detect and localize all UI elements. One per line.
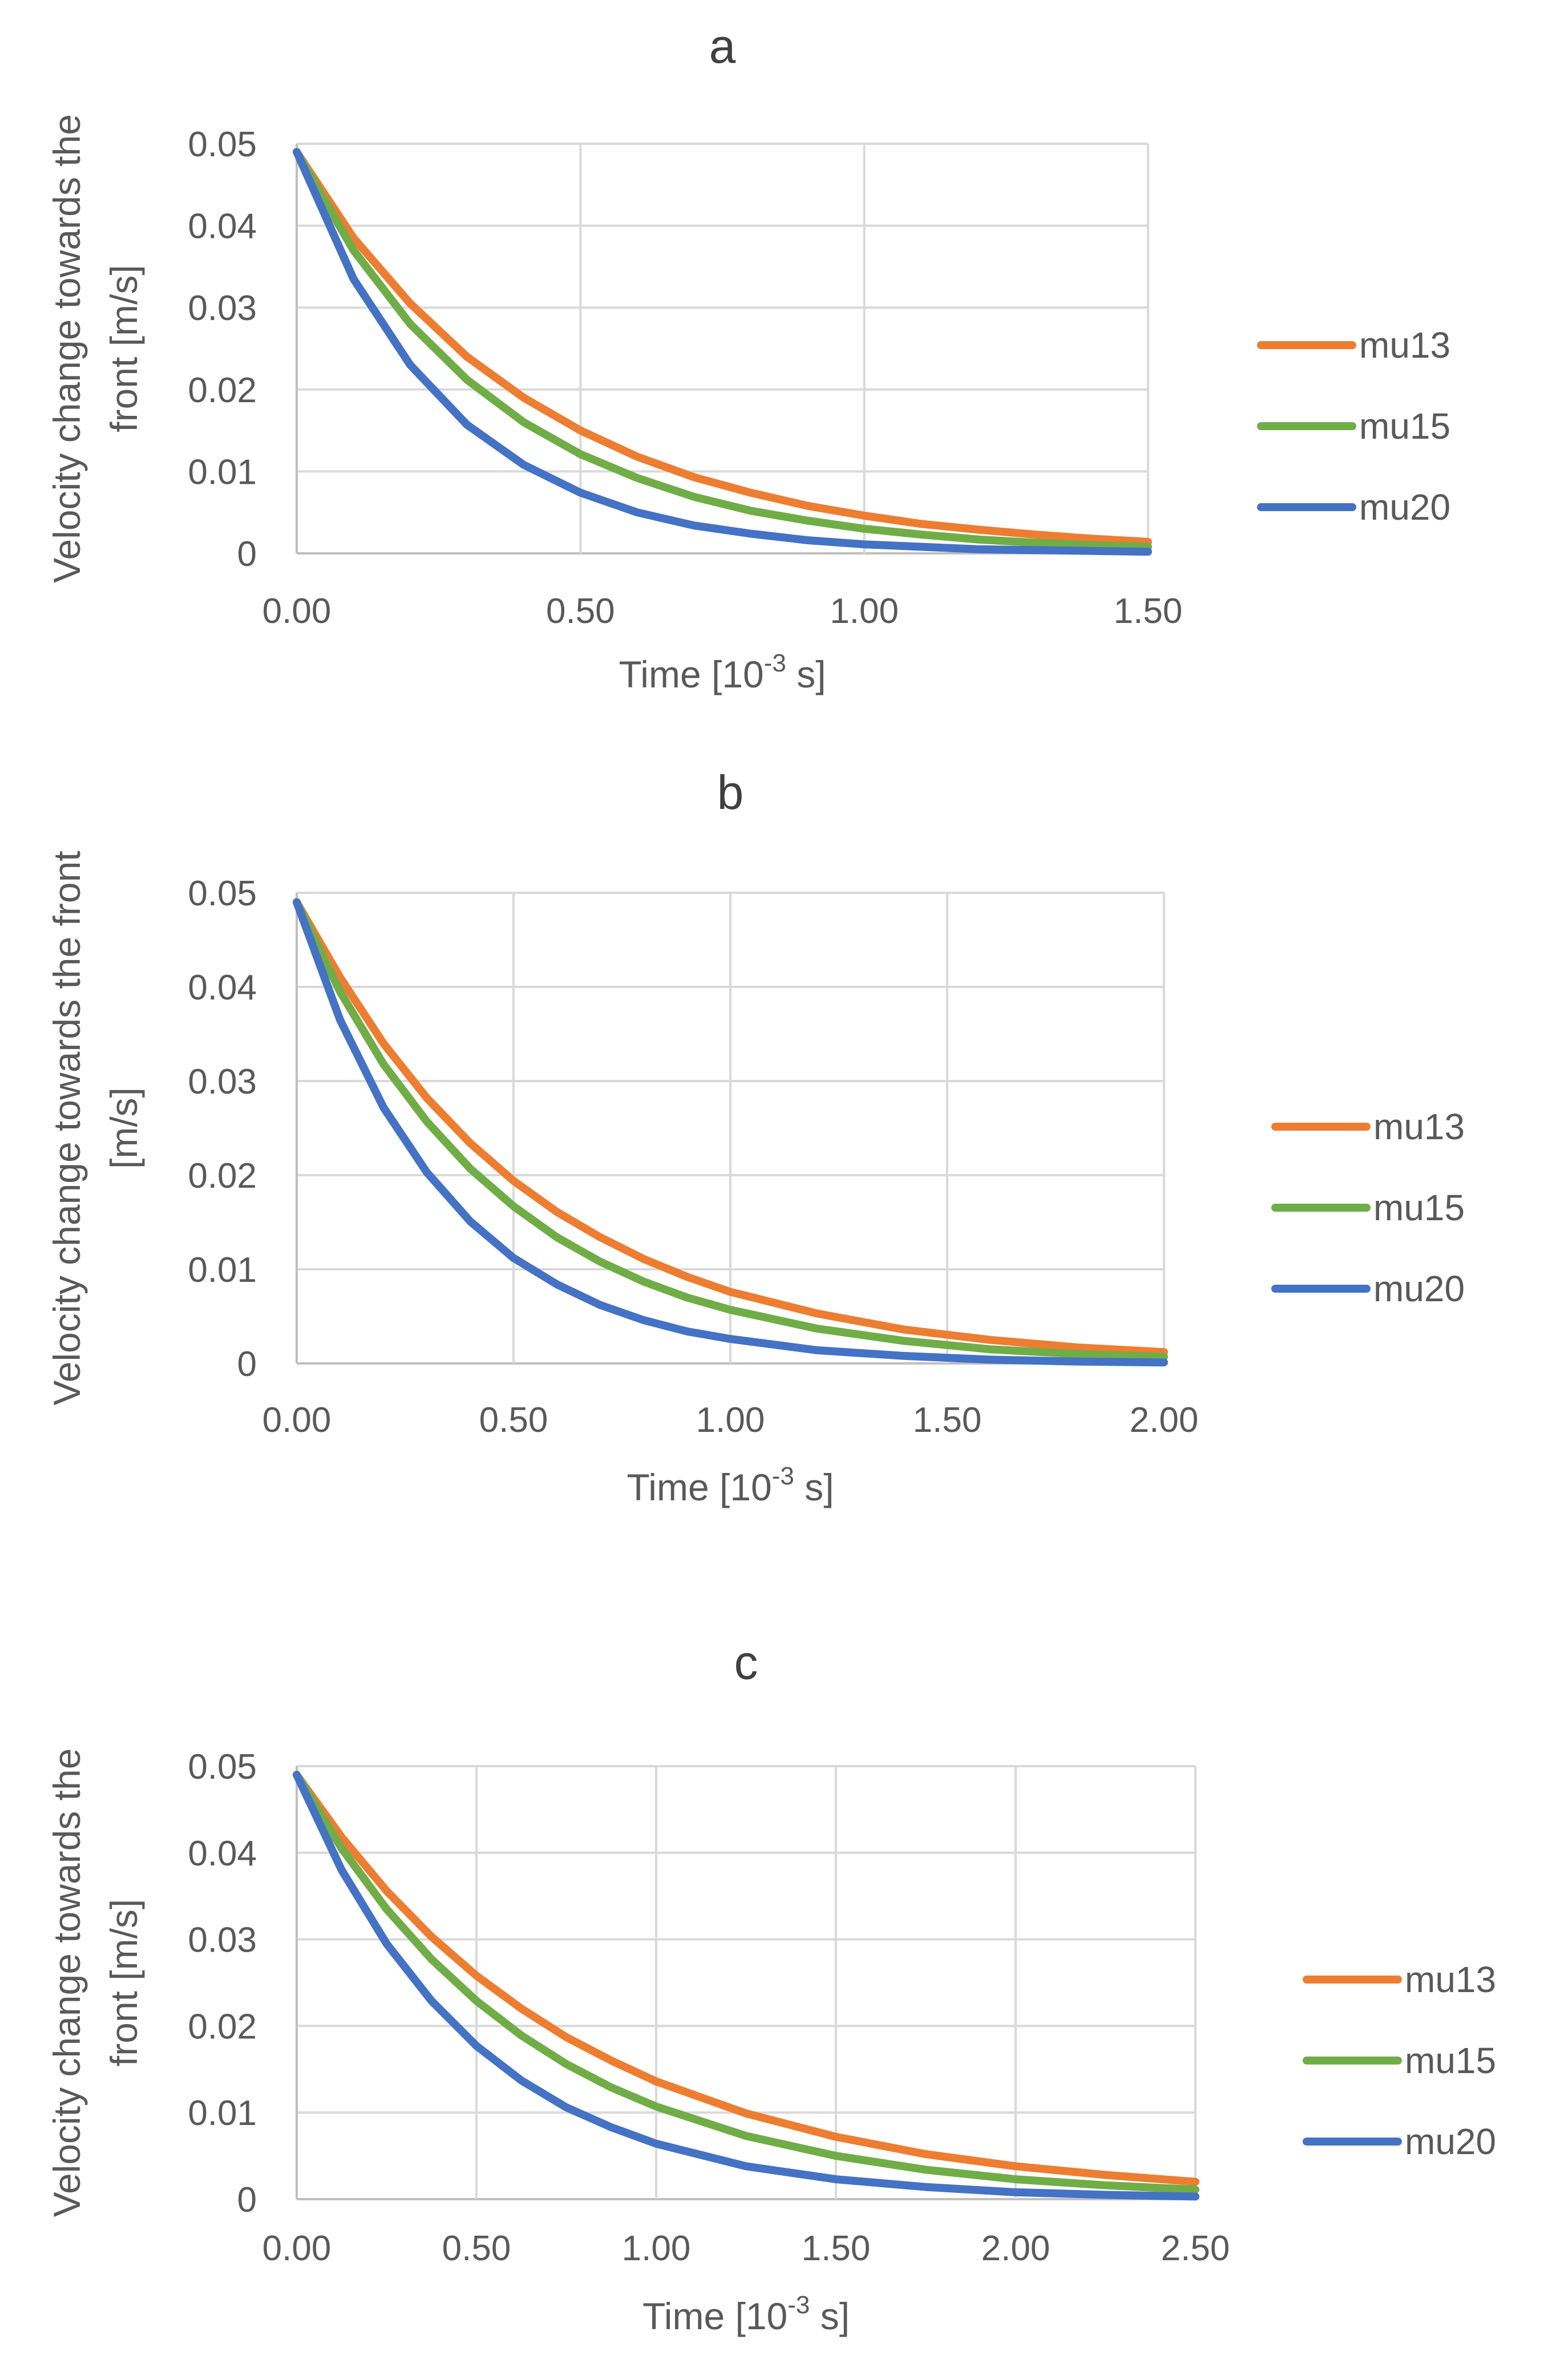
y-tick-label: 0.05 [188,874,257,913]
chart-panel-c: c 0 0.01 0.02 0.03 0.04 0.05 0.00 0.50 1.00 1.50 2.… [0,1614,1552,2380]
chart-title: a [709,19,736,73]
y-axis-label-line: Velocity change towards the [46,1748,88,2217]
chart-title: b [717,766,744,819]
x-tick-label: 1.50 [802,2229,871,2268]
x-tick-label: 0.50 [442,2229,511,2268]
x-tick-label: 2.50 [1161,2229,1230,2268]
y-tick-label: 0.02 [188,1156,257,1196]
chart-panel-b: b 0 0.01 0.02 0.03 0.04 0.05 0.00 0.50 1.00 1.50 2.… [0,747,1552,1574]
legend-label-mu20: mu20 [1373,1268,1465,1309]
y-tick-label: 0.03 [188,1921,257,1960]
x-tick-label: 0.00 [262,1401,332,1440]
legend-label-mu13: mu13 [1405,1959,1496,2000]
y-axis-label-line: [m/s] [103,1087,145,1169]
x-tick-label: 1.50 [1114,592,1183,631]
x-tick-label: 1.50 [913,1401,982,1440]
y-tick-label: 0.03 [188,1062,257,1102]
x-tick-label: 0.50 [479,1401,548,1440]
series-line-mu15 [293,898,1168,1361]
legend-label-mu20: mu20 [1405,2121,1496,2162]
series-line-mu13 [293,898,1168,1357]
y-tick-label: 0 [237,535,257,574]
x-axis-label: Time [10-3 s] [642,2291,850,2337]
series-line-mu13 [293,1771,1199,2186]
legend-label-mu15: mu15 [1405,2040,1496,2081]
y-axis-label-line: Velocity change towards the front [46,851,88,1405]
y-tick-label: 0.01 [188,1250,257,1290]
chart-b-svg: b 0 0.01 0.02 0.03 0.04 0.05 0.00 0.50 1.00 1.50 2.… [46,766,1465,1508]
legend-label-mu13: mu13 [1373,1106,1465,1147]
series-line-mu13 [293,148,1152,546]
y-tick-label: 0.01 [188,452,257,492]
x-tick-label: 2.00 [981,2229,1050,2268]
x-tick-label: 2.00 [1130,1401,1199,1440]
series-line-mu20 [293,1771,1199,2201]
y-tick-label: 0.04 [188,968,257,1007]
legend-label-mu13: mu13 [1359,325,1450,366]
chart-a-svg: a 0 0.01 0.02 0.03 0.04 0.05 0.00 0.50 1.00 1.50 Ti… [46,19,1450,695]
y-tick-label: 0.05 [188,125,257,164]
legend-label-mu15: mu15 [1373,1187,1465,1228]
y-axis-label-line: Velocity change towards the [46,114,88,583]
x-tick-label: 0.00 [262,2229,332,2268]
x-tick-label: 1.00 [622,2229,691,2268]
series-line-mu15 [293,1771,1199,2194]
y-tick-label: 0.01 [188,2094,257,2133]
y-tick-label: 0.04 [188,1834,257,1873]
y-axis-label-line: front [m/s] [103,1899,145,2066]
y-tick-label: 0 [237,2180,257,2220]
y-tick-label: 0.02 [188,371,257,410]
x-axis-label: Time [10-3 s] [619,649,826,695]
chart-title: c [734,1636,758,1689]
x-tick-label: 1.00 [830,592,899,631]
y-tick-label: 0 [237,1345,257,1384]
y-axis-label-line: front [m/s] [103,265,145,432]
x-axis-label: Time [10-3 s] [627,1462,834,1508]
series-line-mu15 [293,148,1152,551]
x-tick-label: 0.50 [546,592,615,631]
series-line-mu20 [293,898,1168,1367]
legend-label-mu20: mu20 [1359,487,1450,528]
y-tick-label: 0.03 [188,289,257,328]
chart-panel-a: a 0 0.01 0.02 0.03 0.04 0.05 0.00 0.50 1.00 1.50 Ti… [0,0,1552,793]
legend-label-mu15: mu15 [1359,406,1450,447]
chart-c-svg: c 0 0.01 0.02 0.03 0.04 0.05 0.00 0.50 1.00 1.50 2.… [46,1636,1496,2337]
y-tick-label: 0.02 [188,2007,257,2046]
x-tick-label: 0.00 [262,592,332,631]
x-tick-label: 1.00 [696,1401,765,1440]
y-tick-label: 0.05 [188,1747,257,1787]
y-tick-label: 0.04 [188,207,257,246]
series-line-mu20 [293,148,1152,556]
